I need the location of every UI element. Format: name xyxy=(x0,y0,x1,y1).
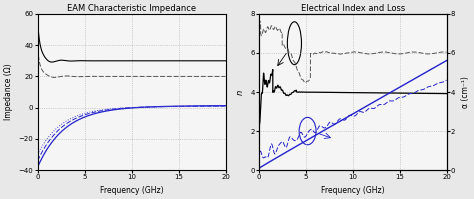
Title: Electrical Index and Loss: Electrical Index and Loss xyxy=(301,4,405,13)
X-axis label: Frequency (GHz): Frequency (GHz) xyxy=(321,186,384,195)
Y-axis label: α (cm⁻¹): α (cm⁻¹) xyxy=(461,76,470,108)
Y-axis label: n: n xyxy=(236,89,245,95)
Title: EAM Characteristic Impedance: EAM Characteristic Impedance xyxy=(67,4,196,13)
Y-axis label: Impedance (Ω): Impedance (Ω) xyxy=(4,64,13,120)
X-axis label: Frequency (GHz): Frequency (GHz) xyxy=(100,186,164,195)
